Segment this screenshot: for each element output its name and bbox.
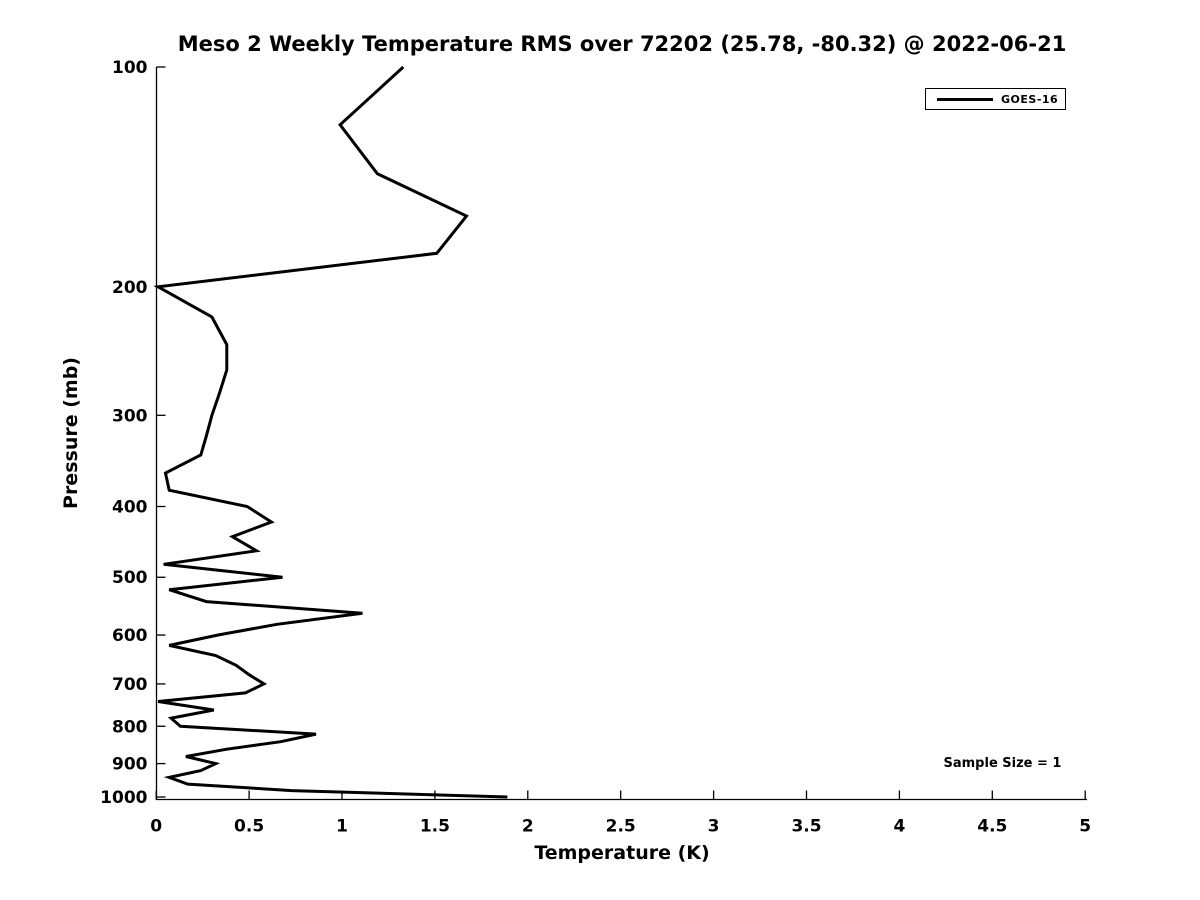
- y-tick-label: 200: [112, 278, 148, 298]
- y-tick-label: 600: [112, 626, 148, 646]
- x-tick-label: 0: [150, 817, 162, 837]
- series-goes-16: [153, 65, 508, 799]
- y-axis-label: Pressure (mb): [60, 357, 82, 509]
- x-tick-label: 0.5: [234, 817, 264, 837]
- x-tick-label: 4.5: [977, 817, 1007, 837]
- y-tick-label: 300: [112, 406, 148, 426]
- y-tick-label: 500: [112, 568, 148, 588]
- legend: GOES-16: [925, 88, 1066, 110]
- y-tick-label: 700: [112, 675, 148, 695]
- y-tick-label: 400: [112, 498, 148, 518]
- chart-title: Meso 2 Weekly Temperature RMS over 72202…: [177, 32, 1067, 56]
- x-axis-label: Temperature (K): [534, 842, 710, 864]
- x-tick-label: 1: [336, 817, 348, 837]
- y-tick-label: 800: [112, 717, 148, 737]
- x-tick-label: 1.5: [420, 817, 450, 837]
- legend-series-label: GOES-16: [1001, 92, 1059, 106]
- x-tick-label: 4: [893, 817, 905, 837]
- y-tick-label: 1000: [100, 788, 147, 808]
- x-tick-label: 2: [522, 817, 534, 837]
- y-tick-label: 100: [112, 58, 148, 78]
- x-tick-label: 2.5: [606, 817, 636, 837]
- sample-size-annotation: Sample Size = 1: [943, 756, 1062, 771]
- legend-line-sample: [937, 97, 993, 101]
- x-tick-label: 3.5: [791, 817, 821, 837]
- x-tick-label: 3: [708, 817, 720, 837]
- x-tick-label: 5: [1079, 817, 1091, 837]
- y-tick-label: 900: [112, 755, 148, 775]
